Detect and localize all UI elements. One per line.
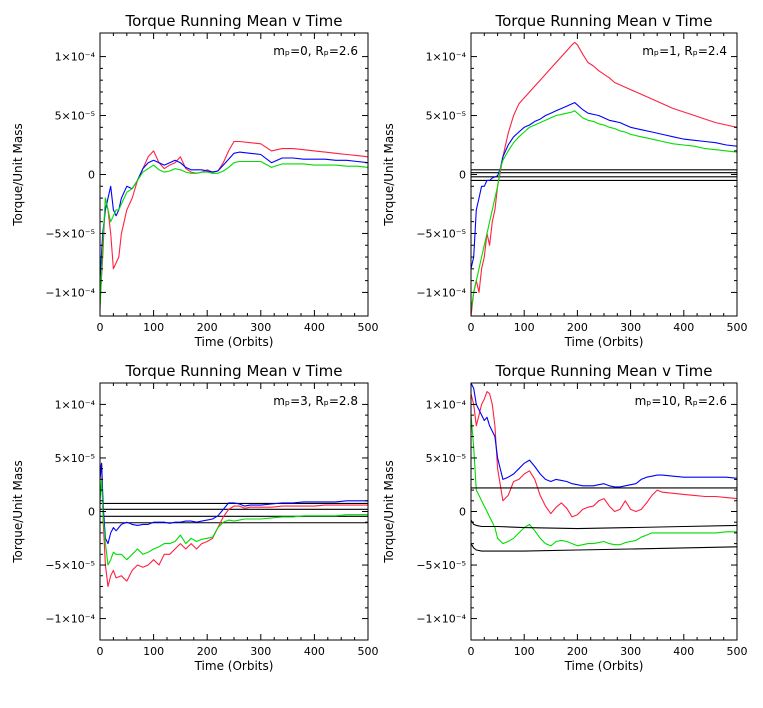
x-tick-label: 300 [620,321,641,334]
x-tick-label: 200 [567,645,588,658]
y-tick-label: 1×10⁻⁴ [55,51,96,64]
y-tick-label: 0 [88,506,95,519]
panel-2: Torque Running Mean v Time 0 100 200 300 400 5… [382,12,748,349]
series-blue-line [471,383,737,488]
plot-frame [470,32,738,317]
series-black-bottom-line [471,543,737,552]
panel-3: Torque Running Mean v Time 0 100 200 300 400 5… [11,362,379,673]
x-tick-label: 400 [304,645,325,658]
y-tick-label: 5×10⁻⁵ [55,452,95,465]
y-tick-label: 0 [459,506,466,519]
y-axis-label: Torque/Unit Mass [11,123,25,226]
y-tick-label: 5×10⁻⁵ [426,110,466,123]
plot-area [100,140,368,311]
y-tick-label: −5×10⁻⁵ [45,559,95,572]
series-green-line [100,478,368,566]
series-blue-line [100,151,368,281]
panel-1: Torque Running Mean v Time 0 100 200 300 400 5… [11,12,379,349]
x-tick-label: 200 [567,321,588,334]
y-tick-label: 5×10⁻⁵ [426,452,466,465]
x-tick-label: 300 [250,321,271,334]
series-green-line [471,110,737,311]
y-tick-label: 0 [459,169,466,182]
plot-frame [470,382,738,641]
x-tick-label: 0 [468,321,475,334]
y-tick-label: 5×10⁻⁵ [55,110,95,123]
plot-area [100,462,368,588]
x-tick-label: 300 [620,645,641,658]
x-tick-label: 500 [358,321,379,334]
chart-title: Torque Running Mean v Time [495,12,713,30]
x-tick-label: 0 [97,321,104,334]
y-tick-label: −1×10⁻⁴ [45,613,95,626]
y-tick-label: 0 [88,169,95,182]
y-tick-label: 1×10⁻⁴ [426,51,467,64]
y-axis-label: Torque/Unit Mass [11,460,25,563]
series-red-line [471,41,737,316]
x-tick-label: 200 [197,645,218,658]
x-axis-label: Time (Orbits) [564,659,644,673]
x-axis-label: Time (Orbits) [194,335,274,349]
y-tick-label: −5×10⁻⁵ [45,227,95,240]
x-axis-label: Time (Orbits) [194,659,274,673]
x-tick-label: 500 [358,645,379,658]
x-tick-label: 500 [727,321,748,334]
series-red-line [100,462,368,588]
y-tick-label: −1×10⁻⁴ [416,286,466,299]
y-tick-label: 1×10⁻⁴ [426,398,467,411]
panel-4: Torque Running Mean v Time 0 100 200 300 400 5… [382,362,748,673]
y-axis-label: Torque/Unit Mass [382,123,396,226]
chart-title: Torque Running Mean v Time [495,362,713,380]
parameter-annotation: mₚ=3, Rₚ=2.8 [273,394,358,408]
x-tick-label: 400 [673,321,694,334]
chart-title: Torque Running Mean v Time [125,362,343,380]
plot-frame [99,382,369,641]
x-tick-label: 400 [673,645,694,658]
series-blue-line [471,102,737,269]
x-tick-label: 0 [97,645,104,658]
series-red-line [100,140,368,305]
series-green-line [471,415,737,547]
y-tick-label: −5×10⁻⁵ [416,227,466,240]
y-tick-label: −5×10⁻⁵ [416,559,466,572]
x-axis-label: Time (Orbits) [564,335,644,349]
x-tick-label: 200 [197,321,218,334]
parameter-annotation: mₚ=1, Rₚ=2.4 [642,44,727,58]
x-tick-label: 100 [514,321,535,334]
plot-area [471,383,737,552]
x-tick-label: 100 [143,321,164,334]
series-black-middle-line [471,519,737,530]
y-tick-label: −1×10⁻⁴ [45,286,95,299]
x-tick-label: 0 [468,645,475,658]
x-tick-label: 500 [727,645,748,658]
x-tick-label: 100 [514,645,535,658]
y-axis-label: Torque/Unit Mass [382,460,396,563]
y-tick-label: −1×10⁻⁴ [416,613,466,626]
parameter-annotation: mₚ=0, Rₚ=2.6 [273,44,358,58]
x-tick-label: 300 [250,645,271,658]
series-blue-line [100,462,368,545]
x-tick-label: 100 [143,645,164,658]
parameter-annotation: mₚ=10, Rₚ=2.6 [635,394,727,408]
plot-area [471,41,737,316]
series-green-line [100,160,368,311]
series-red-line [471,391,737,518]
x-tick-label: 400 [304,321,325,334]
y-tick-label: 1×10⁻⁴ [55,398,96,411]
chart-title: Torque Running Mean v Time [125,12,343,30]
